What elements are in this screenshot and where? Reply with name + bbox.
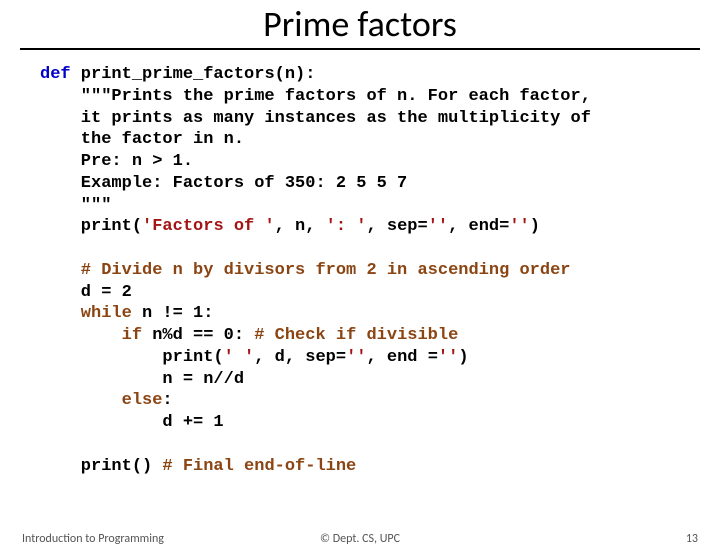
footer-center: © Dept. CS, UPC (0, 532, 720, 546)
code-text: print() (40, 457, 162, 476)
code-text: print( (40, 217, 142, 236)
code-text: , sep= (366, 217, 427, 236)
docstring-line: it prints as many instances as the multi… (40, 109, 591, 128)
keyword-while: while (40, 304, 132, 323)
string-literal: 'Factors of ' (142, 217, 275, 236)
docstring-line: """Prints the prime factors of n. For ea… (40, 87, 591, 106)
comment: # Check if divisible (254, 326, 458, 345)
code-text: , end = (366, 348, 437, 367)
keyword-if: if (40, 326, 142, 345)
docstring-line: the factor in n. (40, 130, 244, 149)
code-text: : (162, 391, 172, 410)
code-text: d += 1 (40, 413, 224, 432)
code-text: ) (458, 348, 468, 367)
code-text: , n, (275, 217, 326, 236)
comment: # Divide n by divisors from 2 in ascendi… (40, 261, 571, 280)
string-literal: '' (428, 217, 448, 236)
code-text: n%d == 0: (142, 326, 254, 345)
string-literal: ' ' (224, 348, 255, 367)
comment: # Final end-of-line (162, 457, 356, 476)
docstring-line: Example: Factors of 350: 2 5 5 7 (40, 174, 407, 193)
code-text: , d, sep= (254, 348, 346, 367)
code-text: ) (530, 217, 540, 236)
string-literal: ': ' (326, 217, 367, 236)
string-literal: '' (346, 348, 366, 367)
docstring-line: Pre: n > 1. (40, 152, 193, 171)
code-text: print( (40, 348, 224, 367)
code-text: n = n//d (40, 370, 244, 389)
code-text: , end= (448, 217, 509, 236)
string-literal: '' (509, 217, 529, 236)
title-underline (20, 48, 700, 50)
footer-page-number: 13 (686, 532, 698, 546)
code-block: def print_prime_factors(n): """Prints th… (0, 64, 720, 477)
code-text: d = 2 (40, 283, 132, 302)
slide-title: Prime factors (0, 0, 720, 48)
docstring-line: """ (40, 196, 111, 215)
keyword-def: def (40, 65, 71, 84)
keyword-else: else (40, 391, 162, 410)
code-text: n != 1: (132, 304, 214, 323)
code-defline: print_prime_factors(n): (71, 65, 316, 84)
string-literal: '' (438, 348, 458, 367)
